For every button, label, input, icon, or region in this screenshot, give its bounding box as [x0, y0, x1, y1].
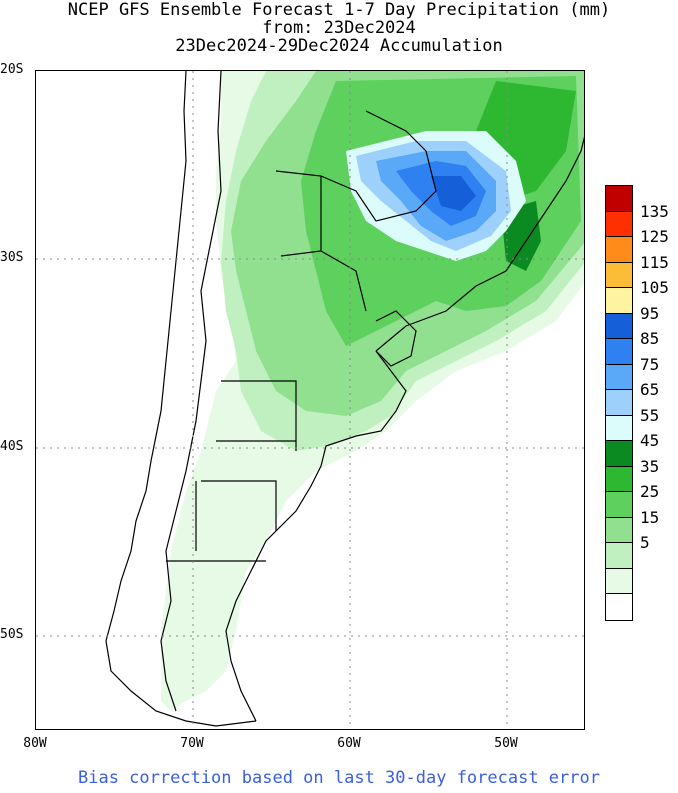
legend-label: 135 — [640, 201, 669, 221]
lon-label-50w: 50W — [494, 736, 518, 751]
legend-swatch — [606, 237, 632, 263]
color-scale-legend — [605, 185, 633, 621]
legend-label: 125 — [640, 227, 669, 246]
legend-swatch — [606, 415, 632, 441]
legend-swatch — [606, 543, 632, 569]
legend-label: 95 — [640, 303, 660, 323]
graticule — [36, 71, 584, 729]
precipitation-map — [35, 70, 585, 730]
legend-swatch — [606, 492, 632, 518]
legend-swatch — [606, 211, 632, 237]
legend-swatch — [606, 262, 632, 288]
legend-swatch — [606, 517, 632, 543]
map-title-line-2: from: 23Dec2024 — [262, 18, 416, 38]
brazil-coast — [375, 136, 584, 352]
legend-label: 5 — [640, 533, 650, 552]
legend-swatch — [606, 568, 632, 594]
legend-label: 75 — [640, 354, 660, 374]
legend-label: 45 — [640, 431, 660, 450]
precip-95mm-area — [431, 176, 476, 211]
map-canvas — [36, 71, 584, 729]
chile-coast — [105, 71, 257, 727]
lon-label-60w: 60W — [337, 736, 361, 751]
legend-swatch — [606, 594, 632, 620]
legend-label: 85 — [640, 329, 660, 348]
lon-label-80w: 80W — [23, 736, 47, 751]
lat-label-40s: 40S — [0, 439, 24, 454]
legend-swatch — [606, 288, 632, 314]
lat-label-50s: 50S — [0, 627, 24, 642]
argentina-east-coast — [225, 350, 407, 722]
legend-label: 115 — [640, 252, 669, 272]
political-boundaries — [105, 71, 584, 727]
map-title-line-1: NCEP GFS Ensemble Forecast 1-7 Day Preci… — [67, 0, 611, 20]
bias-correction-note: Bias correction based on last 30-day for… — [78, 768, 600, 788]
precip-shading — [161, 71, 584, 711]
legend-label: 15 — [640, 507, 660, 527]
legend-label: 25 — [640, 482, 660, 501]
province-lines — [166, 110, 437, 562]
lat-label-20s: 20S — [0, 62, 24, 77]
legend-swatch — [606, 466, 632, 492]
uruguay-border — [375, 310, 417, 367]
legend-swatch — [606, 441, 632, 467]
legend-label: 35 — [640, 456, 660, 476]
legend-swatch — [606, 186, 632, 212]
legend-label: 55 — [640, 405, 660, 425]
lat-label-30s: 30S — [0, 250, 24, 265]
legend-swatch — [606, 339, 632, 365]
legend-label: 65 — [640, 380, 660, 399]
map-title-line-3: 23Dec2024-29Dec2024 Accumulation — [175, 36, 503, 56]
lon-label-70w: 70W — [180, 736, 204, 751]
precip-sw-area — [191, 451, 296, 551]
andes-border — [160, 71, 222, 712]
legend-swatch — [606, 364, 632, 390]
legend-label: 105 — [640, 278, 669, 297]
legend-swatch — [606, 390, 632, 416]
legend-swatch — [606, 313, 632, 339]
